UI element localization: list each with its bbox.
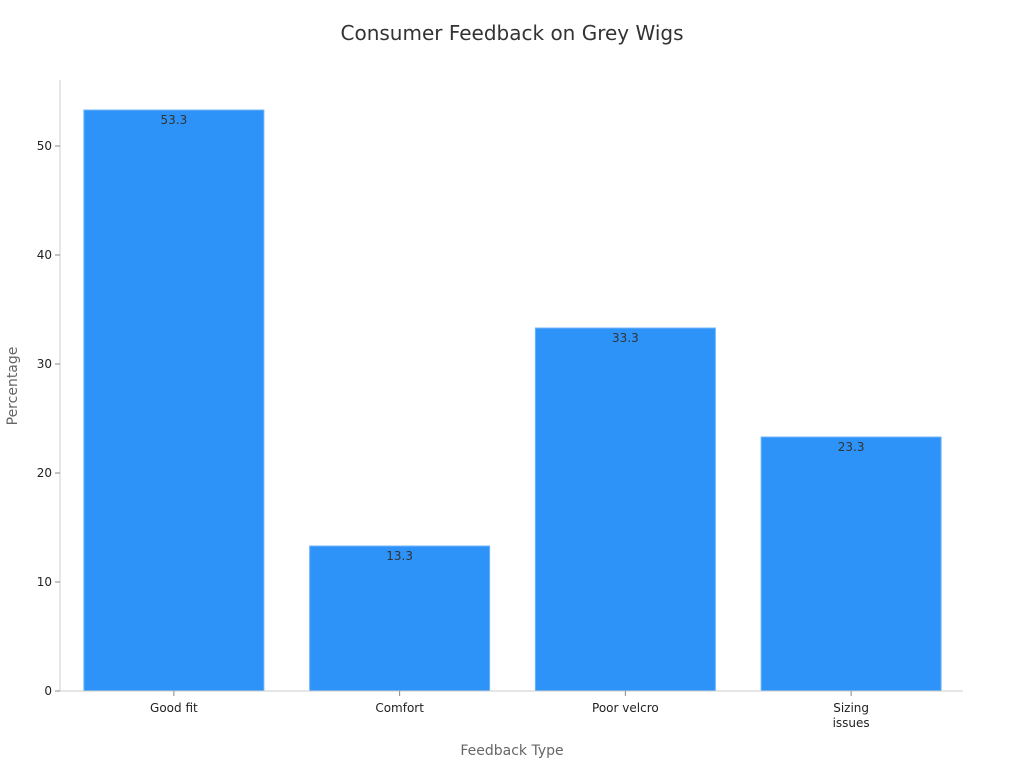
y-tick-label: 30 (37, 357, 52, 371)
y-tick-label: 0 (44, 684, 52, 698)
bar (309, 545, 491, 692)
chart-title: Consumer Feedback on Grey Wigs (341, 21, 684, 45)
data-label: 33.3 (612, 331, 639, 345)
y-tick-label: 50 (37, 139, 52, 153)
y-tick-label: 20 (37, 466, 52, 480)
bar (760, 436, 942, 692)
bar (83, 109, 265, 692)
data-label: 53.3 (161, 113, 188, 127)
x-tick-label: Poor velcro (592, 701, 659, 715)
y-tick-label: 40 (37, 248, 52, 262)
x-axis-label: Feedback Type (460, 743, 563, 759)
y-tick-label: 10 (37, 575, 52, 589)
x-tick-label: Sizing issues (833, 701, 870, 730)
x-tick-label: Good fit (150, 701, 198, 715)
y-axis-label: Percentage (5, 347, 21, 426)
bar (534, 327, 716, 692)
data-label: 13.3 (386, 549, 413, 563)
x-tick-label: Comfort (375, 701, 424, 715)
data-label: 23.3 (838, 440, 865, 454)
